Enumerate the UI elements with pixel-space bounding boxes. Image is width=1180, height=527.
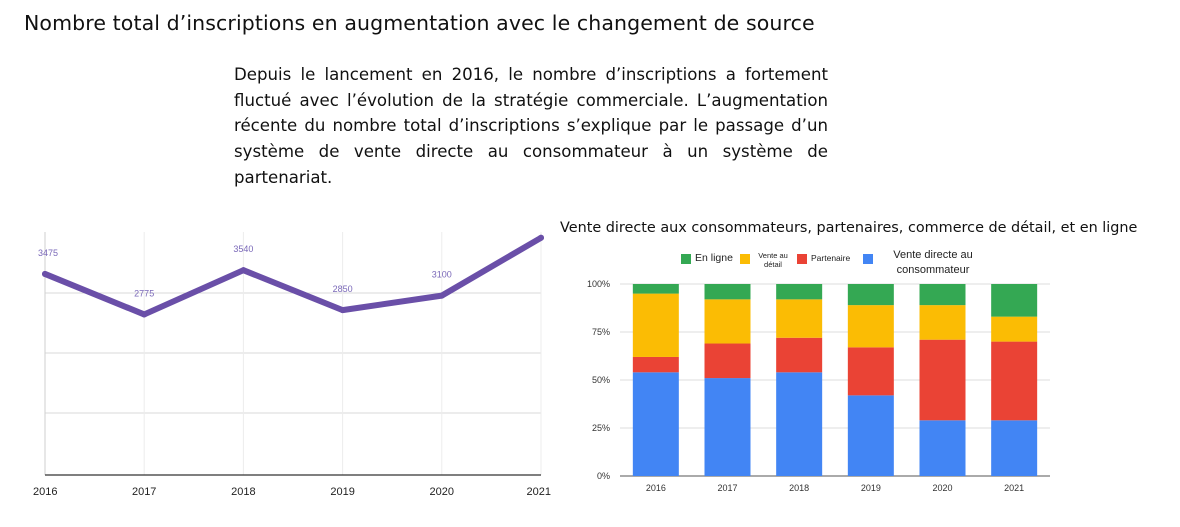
intro-paragraph: Depuis le lancement en 2016, le nombre d… xyxy=(234,65,828,187)
x-tick-label: 2019 xyxy=(330,486,354,498)
legend-swatch xyxy=(863,254,873,264)
bar-segment xyxy=(919,420,966,476)
legend-label: Vente directe au xyxy=(893,249,973,261)
y-tick-label: 100% xyxy=(587,279,610,289)
legend-swatch xyxy=(681,254,691,264)
data-point xyxy=(141,311,148,318)
bar-segment xyxy=(847,347,894,396)
bar-segment xyxy=(991,341,1038,421)
legend-label: Partenaire xyxy=(811,253,850,263)
bar-segment xyxy=(919,339,966,421)
x-tick-label: 2018 xyxy=(231,486,255,498)
stacked-bar-chart: 0% 25% 50% 75% 100% 2016 2017 2018 2019 2020 2021 E… xyxy=(587,249,1050,493)
legend-swatch xyxy=(740,254,750,264)
bar-segment xyxy=(704,299,751,344)
bar-segment xyxy=(776,299,823,338)
bar-segment xyxy=(704,378,751,476)
x-tick-label: 2018 xyxy=(789,483,809,493)
x-tick-label: 2017 xyxy=(132,486,156,498)
bar-segment xyxy=(704,284,751,300)
x-tick-label: 2020 xyxy=(430,486,454,498)
data-point xyxy=(538,234,544,241)
data-point xyxy=(339,307,346,314)
data-label: 2850 xyxy=(333,284,353,294)
bar-segment xyxy=(632,284,679,294)
x-tick-label: 2021 xyxy=(527,486,551,498)
bar-segment xyxy=(919,284,966,306)
bar-segment xyxy=(991,284,1038,317)
series-line xyxy=(42,234,544,318)
y-tick-label: 50% xyxy=(592,375,610,385)
bar-segment xyxy=(847,284,894,306)
x-tick-label: 2020 xyxy=(932,483,952,493)
bar-segment xyxy=(704,343,751,379)
y-tick-label: 25% xyxy=(592,423,610,433)
bar-chart-title: Vente directe aux consommateurs, partena… xyxy=(560,220,1138,236)
bar-segment xyxy=(776,284,823,300)
x-tick-label: 2016 xyxy=(646,483,666,493)
line-chart: 3475 2775 3540 2850 3100 2016 2017 2018 2019 2020… xyxy=(33,232,551,498)
bar-segment xyxy=(991,420,1038,476)
bar-segment xyxy=(632,293,679,357)
x-tick-label: 2021 xyxy=(1004,483,1024,493)
data-label: 3100 xyxy=(432,270,452,280)
data-point xyxy=(438,292,445,299)
y-tick-label: 75% xyxy=(592,327,610,337)
bar-segment xyxy=(776,372,823,476)
bar-segment xyxy=(847,395,894,476)
legend-label: Vente au xyxy=(758,251,788,260)
x-tick-label: 2017 xyxy=(717,483,737,493)
bar-segment xyxy=(847,305,894,348)
data-label: 3475 xyxy=(38,248,58,258)
y-tick-label: 0% xyxy=(597,471,610,481)
x-tick-label: 2019 xyxy=(861,483,881,493)
bar-segment xyxy=(776,337,823,373)
x-tick-label: 2016 xyxy=(33,486,57,498)
data-label: 3540 xyxy=(233,244,253,254)
data-label: 2775 xyxy=(134,288,154,298)
data-point xyxy=(42,270,48,277)
legend-label: détail xyxy=(764,260,782,269)
bar-segment xyxy=(991,316,1038,342)
legend-label: consommateur xyxy=(897,264,970,276)
legend-swatch xyxy=(797,254,807,264)
data-point xyxy=(240,267,247,274)
page-title: Nombre total d’inscriptions en augmentat… xyxy=(24,11,815,35)
legend-label: En ligne xyxy=(695,252,733,264)
bar-segment xyxy=(632,372,679,476)
bar-segment xyxy=(632,356,679,373)
bar-segment xyxy=(919,305,966,340)
